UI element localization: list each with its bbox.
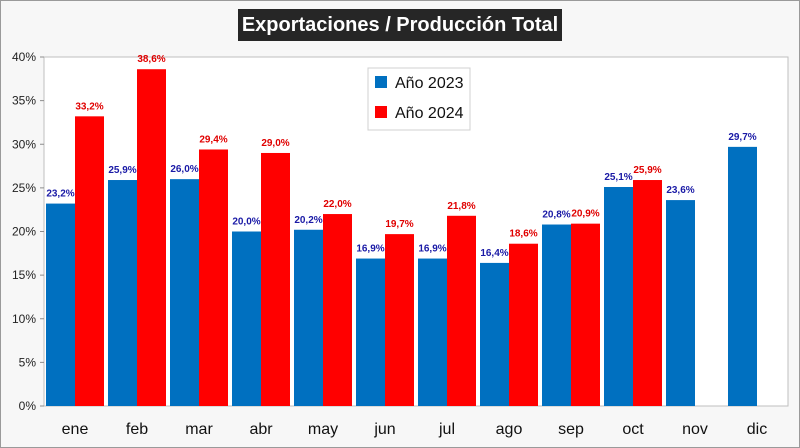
y-tick-label: 0% (19, 399, 37, 413)
y-tick-label: 40% (12, 50, 36, 64)
bar-2023-ene (46, 203, 75, 406)
legend-label: Año 2023 (395, 75, 464, 92)
bar-2023-abr (232, 231, 261, 406)
x-tick-label-dic: dic (747, 421, 767, 438)
data-label: 16,9% (418, 244, 446, 255)
data-label: 16,4% (480, 248, 508, 259)
legend-swatch (375, 106, 387, 118)
bar-2023-oct (604, 187, 633, 406)
x-tick-label-abr: abr (249, 421, 273, 438)
y-tick-label: 5% (19, 355, 37, 369)
x-tick-label-oct: oct (622, 421, 644, 438)
bar-2023-dic (728, 146, 757, 406)
data-label: 25,9% (633, 165, 661, 176)
bar-2023-mar (170, 179, 199, 406)
legend-swatch (375, 76, 387, 88)
bar-2023-nov (666, 200, 695, 406)
x-tick-label-feb: feb (126, 421, 148, 438)
data-label: 23,2% (46, 189, 74, 200)
bar-2024-jul (447, 215, 476, 406)
data-label: 29,4% (199, 134, 227, 145)
x-tick-label-ago: ago (496, 421, 523, 438)
data-label: 26,0% (170, 164, 198, 175)
bar-2023-may (294, 229, 323, 406)
bar-2024-mar (199, 149, 228, 407)
y-tick-label: 15% (12, 268, 36, 282)
data-label: 22,0% (323, 199, 351, 210)
data-label: 16,9% (356, 244, 384, 255)
data-label: 20,9% (571, 209, 599, 220)
y-tick-label: 25% (12, 181, 36, 195)
bar-2023-feb (108, 180, 137, 406)
x-tick-label-may: may (308, 421, 338, 438)
legend-label: Año 2024 (395, 105, 464, 122)
data-label: 21,8% (447, 201, 475, 212)
bar-2024-may (323, 214, 352, 406)
chart-title: Exportaciones / Producción Total (238, 9, 562, 41)
bar-2024-feb (137, 69, 166, 406)
x-tick-label-ene: ene (62, 421, 89, 438)
data-label: 29,0% (261, 138, 289, 149)
data-label: 38,6% (137, 54, 165, 65)
bar-2024-ago (509, 243, 538, 406)
data-label: 33,2% (75, 101, 103, 112)
data-label: 25,1% (604, 172, 632, 183)
bar-2024-abr (261, 152, 290, 406)
x-tick-label-nov: nov (682, 421, 708, 438)
data-label: 25,9% (108, 165, 136, 176)
y-tick-label: 20% (12, 225, 36, 239)
bar-2023-sep (542, 224, 571, 406)
y-tick-label: 35% (12, 94, 36, 108)
data-label: 23,6% (666, 185, 694, 196)
x-tick-label-jun: jun (373, 421, 395, 438)
x-tick-label-mar: mar (185, 421, 213, 438)
data-label: 20,0% (232, 217, 260, 228)
x-tick-label-sep: sep (558, 421, 584, 438)
bar-2023-jun (356, 258, 385, 406)
bar-2023-ago (480, 262, 509, 406)
bar-2023-jul (418, 258, 447, 406)
data-label: 29,7% (728, 132, 756, 143)
data-label: 19,7% (385, 219, 413, 230)
y-tick-label: 10% (12, 312, 36, 326)
data-label: 20,8% (542, 210, 570, 221)
data-label: 20,2% (294, 215, 322, 226)
bar-2024-oct (633, 180, 662, 406)
y-tick-label: 30% (12, 137, 36, 151)
legend-box (367, 67, 471, 131)
bar-2024-ene (75, 116, 104, 406)
bar-2024-jun (385, 234, 414, 406)
bar-2024-sep (571, 223, 600, 406)
x-tick-label-jul: jul (438, 421, 455, 438)
data-label: 18,6% (509, 229, 537, 240)
